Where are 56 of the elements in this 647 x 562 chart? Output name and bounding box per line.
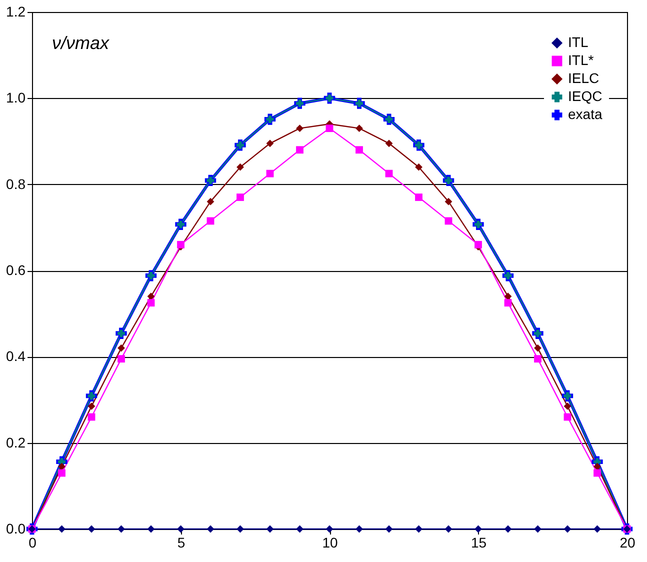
point [206,525,214,533]
x-tick-label: 20 [620,534,636,550]
point [444,198,452,206]
point [206,217,214,225]
y-tick-label: 0.2 [6,434,26,450]
point [326,124,334,132]
x-tick-label: 15 [470,534,487,550]
point [504,299,512,307]
point [147,292,155,300]
point [88,525,96,533]
point [58,469,66,477]
point [266,140,274,148]
point [326,525,334,533]
point [118,344,125,352]
point [356,124,363,132]
point [415,163,422,171]
point [147,299,155,307]
x-tick-label: 0 [28,534,37,550]
y-tick-label: 0.6 [6,262,26,278]
y-tick-label: 0.8 [6,176,26,192]
point [385,140,393,148]
point [444,525,452,533]
point [147,525,155,533]
point [266,170,274,178]
point [177,240,184,248]
point [415,194,422,201]
x-tick-label: 5 [177,534,186,550]
y-tick-label: 1.0 [6,90,26,106]
y-tick-label: 1.2 [6,4,26,20]
point [444,217,452,225]
point [118,355,125,363]
point [236,163,244,171]
point [504,292,512,300]
y-tick-label: 0.4 [6,348,26,364]
point [504,525,512,533]
point [236,194,244,201]
point [296,124,304,132]
point [534,344,542,352]
point [385,525,393,533]
x-tick-label: 10 [322,534,338,550]
point [266,525,274,533]
point [474,240,482,248]
y-tick-label: 0.0 [6,520,26,536]
legend-label: ITL* [568,52,594,68]
point [356,146,363,154]
point [206,198,214,206]
legend-label: exata [568,106,602,122]
point [564,525,572,533]
point [296,146,304,154]
point [385,170,393,178]
legend-label: IELC [568,70,600,86]
point [534,355,542,363]
y-axis-title: ν/νmax [52,33,110,53]
legend-label: ITL [568,34,588,50]
legend-label: IEQC [568,88,602,104]
point [594,469,601,477]
